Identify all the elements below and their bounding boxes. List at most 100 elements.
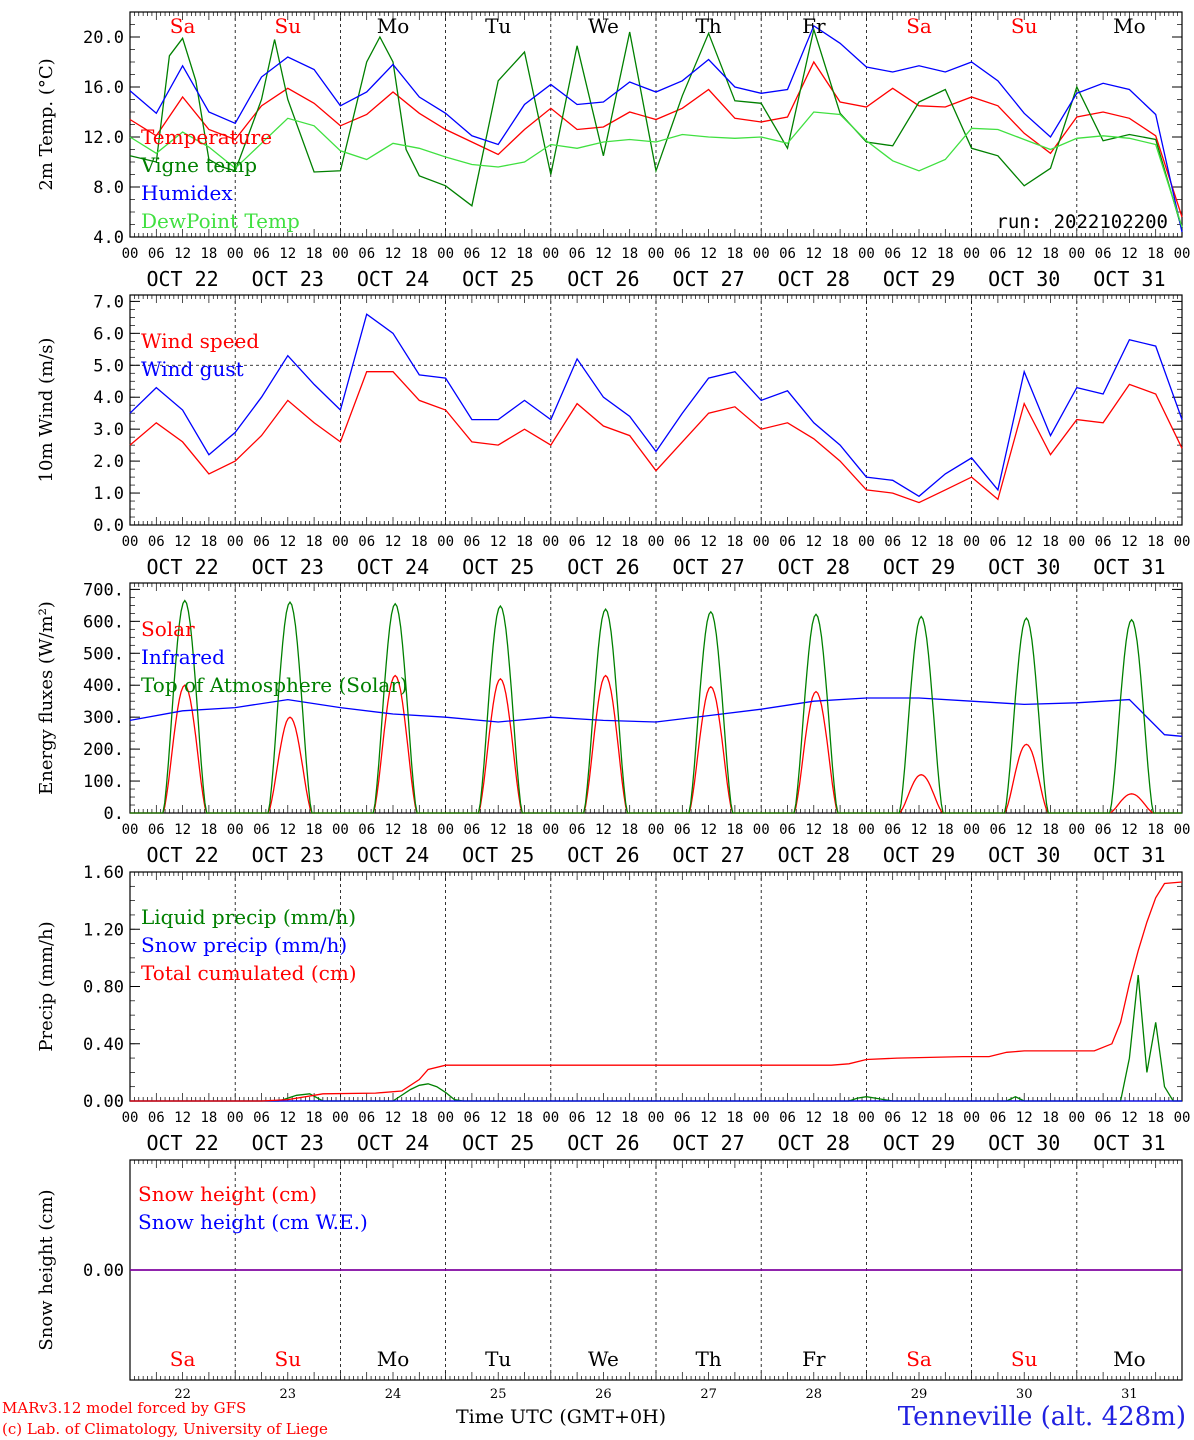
hour-label: 06 bbox=[148, 822, 165, 838]
day-number-label: 24 bbox=[385, 1387, 402, 1402]
hour-label: 18 bbox=[937, 534, 954, 550]
day-number-label: 27 bbox=[700, 1387, 717, 1402]
hour-label: 12 bbox=[805, 534, 822, 550]
date-label: OCT 29 bbox=[883, 555, 955, 579]
hour-label: 12 bbox=[385, 534, 402, 550]
date-label: OCT 28 bbox=[778, 1131, 850, 1155]
hour-label: 06 bbox=[884, 246, 901, 262]
hour-label: 00 bbox=[122, 246, 139, 262]
y-axis-label: Snow height (cm) bbox=[36, 1189, 57, 1350]
hour-label: 18 bbox=[200, 246, 217, 262]
y-tick-label: 0.00 bbox=[83, 1092, 124, 1112]
y-tick-label: 5.0 bbox=[93, 356, 124, 376]
y-tick-label: 12.0 bbox=[83, 128, 124, 148]
hour-label: 18 bbox=[516, 246, 533, 262]
hour-label: 06 bbox=[779, 246, 796, 262]
time-axis-label: Time UTC (GMT+0H) bbox=[456, 1406, 667, 1428]
hour-label: 18 bbox=[621, 534, 638, 550]
y-tick-label: 2.0 bbox=[93, 452, 124, 472]
hour-label: 18 bbox=[937, 246, 954, 262]
hour-label: 00 bbox=[437, 534, 454, 550]
y-tick-label: 8.0 bbox=[93, 178, 124, 198]
date-label: OCT 31 bbox=[1093, 843, 1165, 867]
day-number-label: 23 bbox=[280, 1387, 297, 1402]
series-line-dewpoint-temp bbox=[129, 111, 1183, 228]
hour-label: 12 bbox=[911, 246, 928, 262]
hour-label: 06 bbox=[674, 246, 691, 262]
hour-label: 00 bbox=[963, 822, 980, 838]
weekday-label-bottom: Fr bbox=[802, 1347, 826, 1371]
hour-label: 12 bbox=[279, 246, 296, 262]
weekday-label-top: Su bbox=[1011, 14, 1038, 38]
hour-label: 06 bbox=[358, 1110, 375, 1126]
hour-label: 12 bbox=[279, 822, 296, 838]
date-label: OCT 22 bbox=[146, 555, 218, 579]
legend-entry: Wind gust bbox=[141, 357, 244, 381]
hour-label: 06 bbox=[253, 822, 270, 838]
hour-label: 18 bbox=[200, 534, 217, 550]
date-label: OCT 22 bbox=[146, 1131, 218, 1155]
hour-label: 18 bbox=[306, 1110, 323, 1126]
panel-frame-1 bbox=[129, 11, 1183, 238]
lab-credit: (c) Lab. of Climatology, University of L… bbox=[2, 1420, 328, 1438]
day-number-label: 29 bbox=[911, 1387, 928, 1402]
hour-label: 12 bbox=[1121, 822, 1138, 838]
hour-label: 12 bbox=[1016, 534, 1033, 550]
legend-entry: Infrared bbox=[141, 645, 225, 669]
hour-label: 06 bbox=[463, 246, 480, 262]
hour-label: 18 bbox=[621, 1110, 638, 1126]
y-tick-label: 20.0 bbox=[83, 28, 124, 48]
date-label: OCT 26 bbox=[567, 267, 639, 291]
hour-label: 00 bbox=[227, 822, 244, 838]
hour-label: 18 bbox=[306, 246, 323, 262]
hour-label: 12 bbox=[1121, 246, 1138, 262]
hour-label: 00 bbox=[963, 1110, 980, 1126]
legend-entry: Snow height (cm) bbox=[138, 1182, 317, 1206]
hour-label: 18 bbox=[1042, 822, 1059, 838]
hour-label: 18 bbox=[516, 534, 533, 550]
hour-label: 18 bbox=[726, 1110, 743, 1126]
y-tick-label: 1.20 bbox=[83, 920, 124, 940]
date-label: OCT 22 bbox=[146, 843, 218, 867]
hour-label: 12 bbox=[595, 1110, 612, 1126]
weekday-label-top: Mo bbox=[1113, 14, 1146, 38]
date-label: OCT 30 bbox=[988, 1131, 1060, 1155]
hour-label: 12 bbox=[279, 534, 296, 550]
hour-label: 12 bbox=[174, 534, 191, 550]
date-label: OCT 24 bbox=[357, 555, 429, 579]
series-line-top-of-atmosphere-solar bbox=[130, 599, 1182, 814]
day-number-label: 30 bbox=[1016, 1387, 1033, 1402]
hour-label: 00 bbox=[1174, 246, 1191, 262]
legend-entry: Humidex bbox=[141, 181, 233, 205]
hour-label: 00 bbox=[542, 534, 559, 550]
hour-label: 00 bbox=[542, 822, 559, 838]
y-tick-label: 4.0 bbox=[93, 228, 124, 248]
weekday-label-bottom: Th bbox=[695, 1347, 721, 1371]
hour-label: 12 bbox=[595, 246, 612, 262]
series-line-vigne-temp bbox=[129, 26, 1183, 230]
hour-label: 18 bbox=[1042, 1110, 1059, 1126]
date-label: OCT 24 bbox=[357, 267, 429, 291]
hour-label: 06 bbox=[1095, 534, 1112, 550]
hour-label: 12 bbox=[490, 534, 507, 550]
hour-label: 06 bbox=[674, 534, 691, 550]
hour-label: 00 bbox=[332, 822, 349, 838]
y-axis-label: 10m Wind (m/s) bbox=[36, 338, 57, 483]
weekday-label-top: We bbox=[588, 14, 619, 38]
series-line-wind-gust bbox=[129, 313, 1183, 498]
hour-label: 00 bbox=[648, 246, 665, 262]
weekday-label-bottom: Su bbox=[275, 1347, 302, 1371]
hour-label: 00 bbox=[332, 1110, 349, 1126]
hour-label: 18 bbox=[200, 1110, 217, 1126]
hour-label: 18 bbox=[1147, 822, 1164, 838]
date-label: OCT 29 bbox=[883, 267, 955, 291]
hour-label: 06 bbox=[989, 534, 1006, 550]
hour-label: 00 bbox=[753, 534, 770, 550]
date-label: OCT 31 bbox=[1093, 1131, 1165, 1155]
date-label: OCT 23 bbox=[252, 267, 324, 291]
hour-label: 18 bbox=[306, 534, 323, 550]
date-label: OCT 30 bbox=[988, 555, 1060, 579]
hour-label: 12 bbox=[385, 822, 402, 838]
y-tick-label: 300. bbox=[83, 708, 124, 728]
weekday-label-top: Sa bbox=[170, 14, 196, 38]
